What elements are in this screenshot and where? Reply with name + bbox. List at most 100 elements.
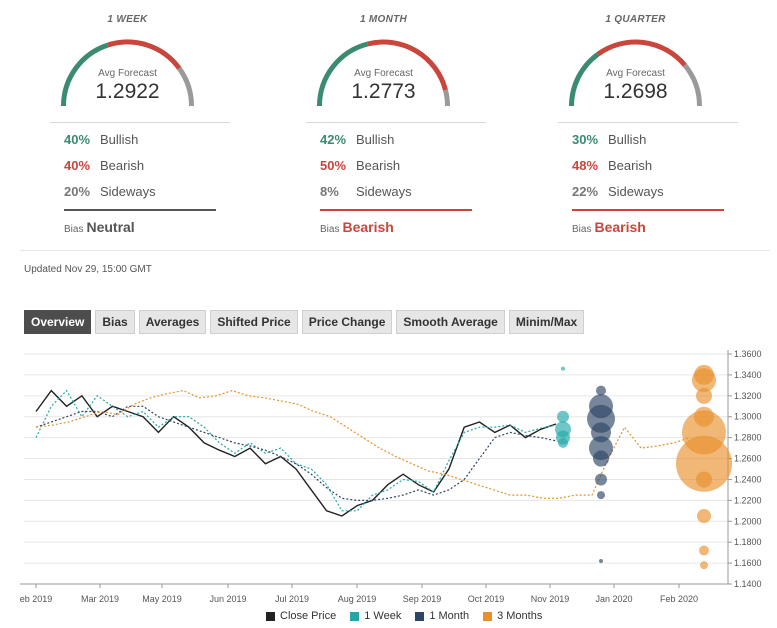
y-tick-label: 1.2400: [734, 474, 762, 484]
y-tick-label: 1.1800: [734, 537, 762, 547]
bias-underline: [320, 209, 472, 211]
legend-item-1-month[interactable]: 1 Month: [415, 610, 469, 622]
x-tick-label: Jul 2019: [275, 594, 309, 604]
forecast-bubble-3-months: [692, 368, 716, 393]
legend-label: 1 Week: [364, 610, 402, 622]
avg-forecast-value: 1.2773: [351, 80, 416, 103]
y-tick-label: 1.2000: [734, 516, 762, 526]
forecast-bubble-3-months: [696, 387, 712, 404]
forecast-gauge: [569, 39, 702, 107]
forecast-bubble-1-month: [595, 473, 607, 486]
x-tick-label: Mar 2019: [81, 594, 119, 604]
bullish-row: 40% Bullish: [64, 132, 138, 147]
gauge-bullish-arc: [61, 42, 109, 107]
x-tick-label: Aug 2019: [338, 594, 377, 604]
bearish-row: 50% Bearish: [320, 158, 400, 173]
sideways-label: Sideways: [356, 184, 412, 199]
bias-value: Bearish: [594, 219, 646, 235]
bias-label: Bias: [64, 224, 84, 235]
bearish-pct: 40%: [64, 158, 91, 173]
gauge-bearish-arc: [596, 39, 687, 67]
forecast-bubble-1-month: [597, 491, 605, 500]
bias-underline: [64, 209, 216, 211]
x-tick-label: Nov 2019: [531, 594, 570, 604]
series-close-price-line: [35, 389, 557, 517]
chart-tabs: Overview Bias Averages Shifted Price Price C…: [24, 310, 585, 334]
tab-smooth-average[interactable]: Smooth Average: [396, 310, 505, 334]
period-label: 1 MONTH: [359, 14, 408, 25]
legend-label: 3 Months: [497, 610, 543, 622]
sideways-row: 8% Sideways: [320, 184, 412, 199]
forecast-chart: 1.3600 1.3400 1.3200 1.3000 1.2800 1.2600 1.24…: [20, 349, 762, 604]
tab-overview[interactable]: Overview: [24, 310, 92, 334]
forecast-bubble-1-week: [561, 366, 565, 371]
bullish-row: 42% Bullish: [320, 132, 394, 147]
bearish-label: Bearish: [100, 158, 145, 173]
tab-price-change[interactable]: Price Change: [301, 310, 393, 334]
tab-shifted-price[interactable]: Shifted Price: [210, 310, 298, 334]
chart-legend: Close Price 1 Week 1 Month 3 Months: [266, 610, 542, 622]
y-tick-label: 1.3000: [734, 412, 762, 422]
avg-forecast-value: 1.2698: [603, 80, 668, 103]
forecast-bubble-1-month: [596, 385, 606, 396]
section-divider: [20, 250, 770, 251]
forecast-bubble-1-month: [599, 559, 603, 563]
updated-timestamp: Updated Nov 29, 15:00 GMT: [24, 264, 152, 275]
forecast-bubble-3-months: [699, 545, 709, 556]
bearish-row: 48% Bearish: [572, 158, 652, 173]
sideways-label: Sideways: [608, 184, 664, 199]
bias-underline: [572, 209, 724, 211]
forecast-panel-quarter: 1 QUARTER Avg Forecast 1.2698 30% Bullish…: [508, 0, 763, 245]
forecast-gauge: [61, 39, 194, 107]
y-tick-label: 1.3400: [734, 370, 762, 380]
x-tick-label: Feb 2020: [660, 594, 698, 604]
gauge-sideways-arc: [177, 66, 194, 107]
sideways-pct: 8%: [320, 184, 339, 199]
x-tick-label: Oct 2019: [468, 594, 505, 604]
gauge-bullish-arc: [569, 52, 600, 107]
avg-forecast-label: Avg Forecast: [606, 68, 665, 79]
gauge-bearish-arc: [366, 39, 448, 91]
sideways-row: 20% Sideways: [64, 184, 156, 199]
x-tick-label: Jan 2020: [595, 594, 632, 604]
bullish-label: Bullish: [608, 132, 647, 147]
legend-swatch: [350, 611, 360, 621]
y-tick-label: 1.1400: [734, 579, 762, 589]
y-tick-label: 1.2200: [734, 495, 762, 505]
avg-forecast-label: Avg Forecast: [98, 68, 157, 79]
bullish-label: Bullish: [356, 132, 395, 147]
y-tick-label: 1.2600: [734, 454, 762, 464]
tab-averages[interactable]: Averages: [138, 310, 207, 334]
sideways-label: Sideways: [100, 184, 156, 199]
forecast-bubble-3-months: [696, 471, 712, 488]
forecast-bubble-1-month: [593, 450, 609, 467]
legend-item-3-months[interactable]: 3 Months: [483, 610, 542, 622]
legend-label: Close Price: [280, 610, 337, 622]
bias-value: Neutral: [86, 219, 135, 235]
series-1-week-line: [35, 389, 557, 512]
bearish-label: Bearish: [608, 158, 653, 173]
legend-item-1-week[interactable]: 1 Week: [350, 610, 401, 622]
gauge-bullish-arc: [317, 41, 369, 107]
forecast-bubble-3-months: [697, 509, 711, 524]
sideways-pct: 22%: [572, 184, 599, 199]
tab-minim-max[interactable]: Minim/Max: [508, 310, 585, 334]
sideways-pct: 20%: [64, 184, 91, 199]
y-tick-label: 1.3200: [734, 391, 762, 401]
series-1-month-line: [35, 405, 557, 501]
x-tick-label: Sep 2019: [403, 594, 442, 604]
series-3-months-line: [35, 389, 691, 499]
y-tick-label: 1.1600: [734, 558, 762, 568]
panel-separator: [50, 122, 230, 123]
period-label: 1 QUARTER: [605, 14, 666, 25]
legend-item-close-price[interactable]: Close Price: [266, 610, 336, 622]
forecast-panel-week: 1 WEEK Avg Forecast 1.2922 40% Bullish 40…: [0, 0, 255, 245]
forecast-panel-month: 1 MONTH Avg Forecast 1.2773 42% Bullish 5…: [256, 0, 511, 245]
y-tick-label: 1.2800: [734, 433, 762, 443]
forecast-bubble-3-months: [700, 561, 708, 570]
bias-label: Bias: [572, 224, 592, 235]
legend-label: 1 Month: [429, 610, 470, 622]
forecast-bubble-1-week: [557, 410, 569, 423]
tab-bias[interactable]: Bias: [95, 310, 135, 334]
sideways-row: 22% Sideways: [572, 184, 664, 199]
